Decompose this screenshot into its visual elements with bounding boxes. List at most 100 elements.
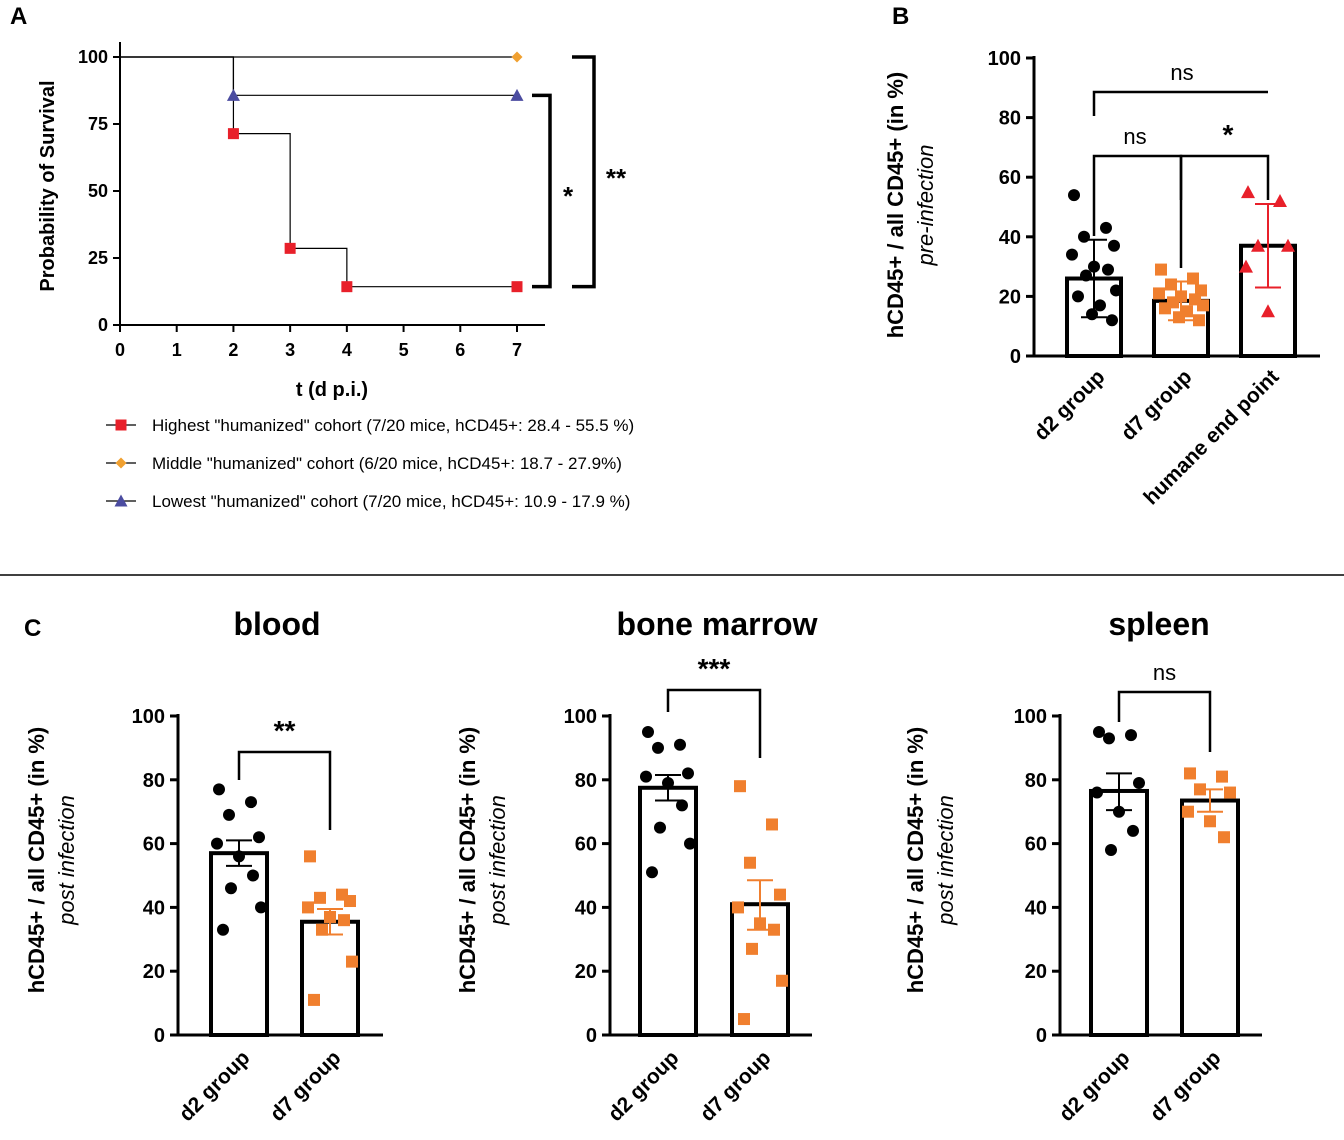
y-tick-label: 75 <box>88 114 108 134</box>
data-point-circle <box>223 808 235 821</box>
square-marker <box>227 128 239 140</box>
y-tick-label: 0 <box>1010 346 1021 368</box>
significance-bracket <box>1092 90 1268 116</box>
y-tick-label: 80 <box>143 770 165 792</box>
data-point-circle <box>1068 189 1080 202</box>
data-point-square <box>766 818 778 831</box>
data-point-square <box>1218 831 1230 844</box>
y-axis-subtitle: post infection <box>485 795 510 926</box>
data-point-circle <box>654 821 666 834</box>
y-axis-title: Probability of Survival <box>37 80 59 291</box>
data-point-circle <box>676 799 688 812</box>
data-point-circle <box>1102 263 1114 276</box>
chart-title: spleen <box>1108 606 1209 642</box>
significance-label: ** <box>274 715 296 746</box>
x-tick-label: 1 <box>172 340 182 360</box>
data-point-square <box>1187 272 1199 285</box>
data-point-circle <box>217 923 229 936</box>
y-tick-label: 0 <box>586 1025 597 1047</box>
legend-label: Highest "humanized" cohort (7/20 mice, h… <box>152 416 634 435</box>
data-point-square <box>304 850 316 863</box>
x-tick-label: 6 <box>455 340 465 360</box>
data-point-circle <box>253 831 265 844</box>
panel-label-a: A <box>10 3 27 30</box>
x-tick-label: 7 <box>512 340 522 360</box>
y-tick-label: 25 <box>88 248 108 268</box>
diamond-marker <box>511 51 523 63</box>
y-axis-title: hCD45+ / all CD45+ (in %) <box>903 727 928 994</box>
chart-title: blood <box>233 606 320 642</box>
data-point-circle <box>245 796 257 809</box>
significance-label: ** <box>606 163 627 193</box>
significance-label: ns <box>1153 660 1176 685</box>
data-point-circle <box>211 837 223 850</box>
y-axis-title: hCD45+ / all CD45+ (in %) <box>883 72 908 339</box>
significance-label: * <box>1223 119 1234 150</box>
category-label: d7 group <box>1146 1046 1226 1126</box>
data-point-square <box>776 974 788 987</box>
x-axis-title: t (d p.i.) <box>296 379 368 401</box>
data-point-square <box>738 1013 750 1026</box>
y-tick-label: 100 <box>78 47 108 67</box>
significance-bracket <box>1117 690 1212 752</box>
significance-label: ns <box>1123 124 1146 149</box>
square-marker <box>511 281 523 293</box>
y-axis-subtitle: pre-infection <box>913 144 938 266</box>
data-point-square <box>316 923 328 936</box>
data-point-circle <box>642 725 654 738</box>
y-tick-label: 80 <box>1025 770 1047 792</box>
data-point-circle <box>1133 776 1145 789</box>
y-axis-title: hCD45+ / all CD45+ (in %) <box>455 727 480 994</box>
legend-square-marker <box>115 419 127 431</box>
data-point-square <box>344 895 356 908</box>
x-tick-label: 2 <box>228 340 238 360</box>
survival-step-line <box>120 56 517 96</box>
data-point-circle <box>646 866 658 879</box>
data-point-circle <box>640 770 652 783</box>
data-point-circle <box>1093 725 1105 738</box>
y-tick-label: 60 <box>575 834 597 856</box>
y-tick-label: 50 <box>88 181 108 201</box>
bar <box>300 919 360 1038</box>
data-point-square <box>744 856 756 869</box>
significance-bracket <box>572 55 596 289</box>
bar <box>1180 798 1240 1037</box>
data-point-circle <box>1080 269 1092 282</box>
data-point-circle <box>1127 824 1139 837</box>
category-label: d7 group <box>696 1046 776 1126</box>
panel-b-bar-chart: 0 20 40 60 80 100 hCD45+ / all CD45+ (in %) pre… <box>883 48 1320 509</box>
chart-title: bone marrow <box>617 606 818 642</box>
data-point-triangle <box>1261 304 1275 318</box>
x-tick-label: 5 <box>399 340 409 360</box>
data-point-square <box>314 891 326 904</box>
y-tick-label: 40 <box>575 897 597 919</box>
y-tick-label: 100 <box>132 706 165 728</box>
data-point-square <box>1165 278 1177 291</box>
data-point-triangle <box>1281 238 1295 252</box>
data-point-square <box>1182 805 1194 818</box>
data-point-square <box>308 993 320 1006</box>
bar <box>209 851 269 1037</box>
y-tick-label: 80 <box>575 770 597 792</box>
data-point-square <box>338 914 350 927</box>
data-point-square <box>346 955 358 968</box>
data-point-circle <box>1072 290 1084 303</box>
data-point-circle <box>682 767 694 780</box>
category-label: d2 group <box>1030 365 1110 445</box>
data-point-circle <box>1125 729 1137 742</box>
data-point-square <box>734 780 746 793</box>
data-point-square <box>1159 302 1171 315</box>
legend-diamond-marker <box>115 457 127 469</box>
y-tick-label: 0 <box>98 315 108 335</box>
y-tick-label: 100 <box>564 706 597 728</box>
y-tick-label: 20 <box>143 961 165 983</box>
data-point-square <box>746 942 758 955</box>
y-tick-label: 60 <box>1025 834 1047 856</box>
data-point-square <box>774 888 786 901</box>
y-tick-label: 80 <box>999 108 1021 130</box>
data-point-circle <box>1091 786 1103 799</box>
data-point-circle <box>1066 248 1078 261</box>
data-point-circle <box>1103 732 1115 745</box>
panel-label-b: B <box>892 3 909 30</box>
